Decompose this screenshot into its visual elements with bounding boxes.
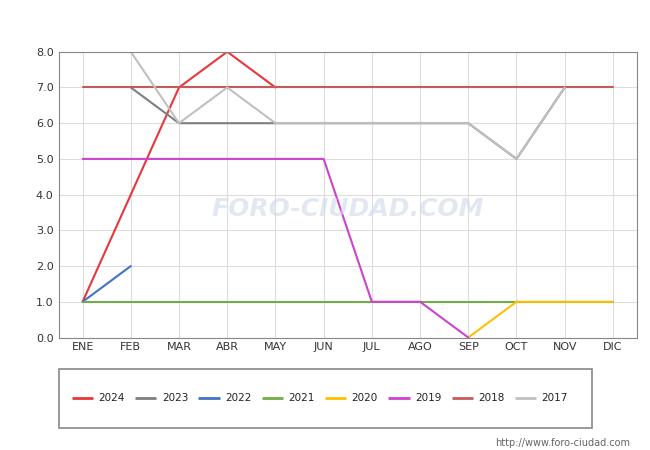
2021 bbox=[561, 299, 569, 305]
2017 bbox=[272, 121, 280, 126]
2017 bbox=[416, 121, 424, 126]
2018 bbox=[224, 85, 231, 90]
2023 bbox=[127, 85, 135, 90]
2023 bbox=[416, 121, 424, 126]
2019 bbox=[272, 156, 280, 162]
Text: Afiliados en Berrueco a 31/5/2024: Afiliados en Berrueco a 31/5/2024 bbox=[172, 14, 478, 33]
2022 bbox=[127, 263, 135, 269]
2021 bbox=[416, 299, 424, 305]
Text: 2021: 2021 bbox=[289, 393, 315, 403]
2018 bbox=[272, 85, 280, 90]
2021 bbox=[320, 299, 328, 305]
2017 bbox=[513, 156, 521, 162]
2021 bbox=[464, 299, 472, 305]
Text: FORO-CIUDAD.COM: FORO-CIUDAD.COM bbox=[211, 197, 484, 221]
2019 bbox=[416, 299, 424, 305]
Text: 2020: 2020 bbox=[352, 393, 378, 403]
2021 bbox=[224, 299, 231, 305]
2021 bbox=[79, 299, 86, 305]
2019 bbox=[79, 156, 86, 162]
Line: 2017: 2017 bbox=[131, 52, 565, 159]
Line: 2019: 2019 bbox=[83, 159, 468, 338]
2023 bbox=[464, 121, 472, 126]
2017 bbox=[127, 49, 135, 54]
2017 bbox=[175, 121, 183, 126]
2019 bbox=[320, 156, 328, 162]
Text: http://www.foro-ciudad.com: http://www.foro-ciudad.com bbox=[495, 438, 630, 448]
Text: 2024: 2024 bbox=[99, 393, 125, 403]
2021 bbox=[272, 299, 280, 305]
2018 bbox=[320, 85, 328, 90]
2024 bbox=[224, 49, 231, 54]
2019 bbox=[224, 156, 231, 162]
2018 bbox=[561, 85, 569, 90]
2017 bbox=[464, 121, 472, 126]
2021 bbox=[175, 299, 183, 305]
2020 bbox=[609, 299, 617, 305]
Text: 2019: 2019 bbox=[415, 393, 441, 403]
2018 bbox=[464, 85, 472, 90]
2020 bbox=[561, 299, 569, 305]
2017 bbox=[561, 85, 569, 90]
2020 bbox=[513, 299, 521, 305]
2021 bbox=[368, 299, 376, 305]
2023 bbox=[513, 156, 521, 162]
Text: 2022: 2022 bbox=[225, 393, 252, 403]
2021 bbox=[513, 299, 521, 305]
Text: 2018: 2018 bbox=[478, 393, 504, 403]
2019 bbox=[464, 335, 472, 340]
2019 bbox=[175, 156, 183, 162]
2018 bbox=[513, 85, 521, 90]
2023 bbox=[175, 121, 183, 126]
2018 bbox=[609, 85, 617, 90]
Line: 2023: 2023 bbox=[131, 87, 565, 159]
2018 bbox=[416, 85, 424, 90]
2019 bbox=[368, 299, 376, 305]
Line: 2024: 2024 bbox=[83, 52, 276, 302]
2018 bbox=[127, 85, 135, 90]
Line: 2020: 2020 bbox=[468, 302, 613, 338]
2024 bbox=[175, 85, 183, 90]
2021 bbox=[609, 299, 617, 305]
Text: 2017: 2017 bbox=[541, 393, 568, 403]
2018 bbox=[175, 85, 183, 90]
2022 bbox=[79, 299, 86, 305]
Text: 2023: 2023 bbox=[162, 393, 188, 403]
2024 bbox=[79, 299, 86, 305]
2019 bbox=[127, 156, 135, 162]
2023 bbox=[561, 85, 569, 90]
2024 bbox=[272, 85, 280, 90]
2020 bbox=[464, 335, 472, 340]
2021 bbox=[127, 299, 135, 305]
2018 bbox=[79, 85, 86, 90]
2017 bbox=[224, 85, 231, 90]
Line: 2022: 2022 bbox=[83, 266, 131, 302]
2018 bbox=[368, 85, 376, 90]
